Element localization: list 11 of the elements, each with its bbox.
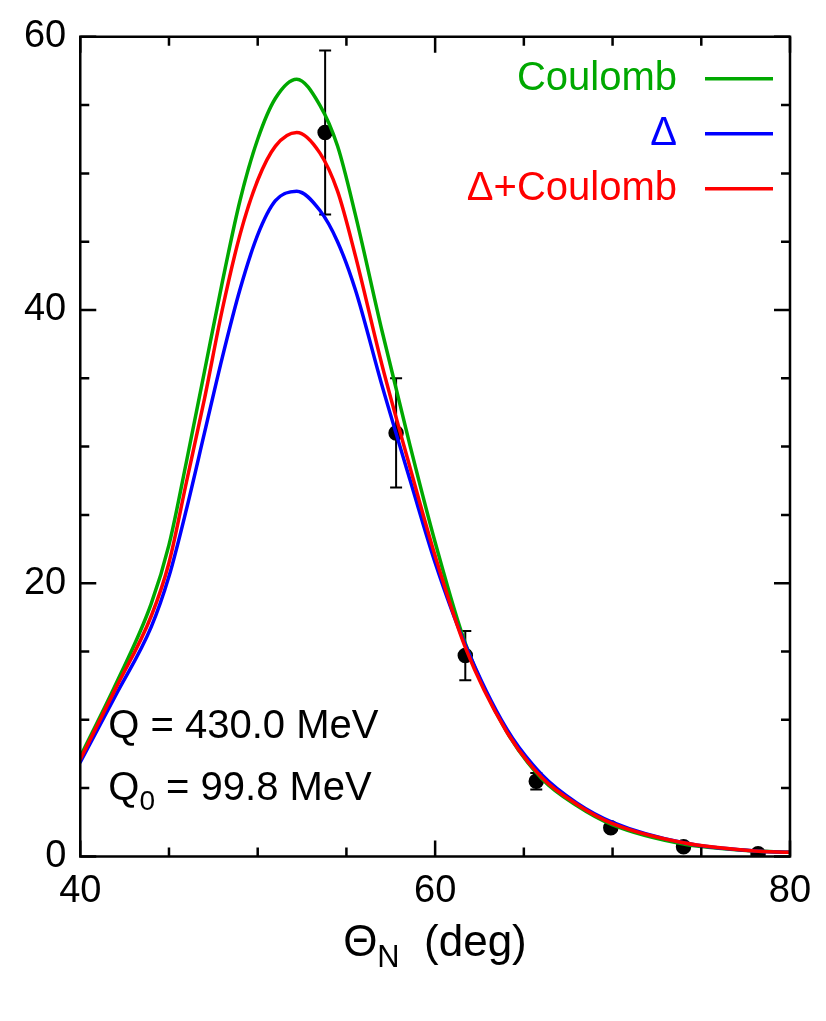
legend-label: Δ+Coulomb: [466, 163, 677, 208]
annotation: Q = 430.0 MeV: [108, 702, 379, 748]
legend-label: Δ: [650, 108, 677, 153]
x-tick-label: 80: [768, 867, 812, 910]
legend-label: Coulomb: [516, 53, 677, 98]
y-tick-label: 40: [23, 286, 67, 329]
x-axis-title: Θ$_{N}$ (deg): [343, 916, 527, 975]
y-tick-label: 20: [23, 559, 67, 602]
annotation: Q$_{0}$ = 99.8 MeV: [108, 764, 372, 817]
x-tick-label: 60: [413, 867, 457, 910]
y-tick-label: 60: [23, 13, 67, 56]
